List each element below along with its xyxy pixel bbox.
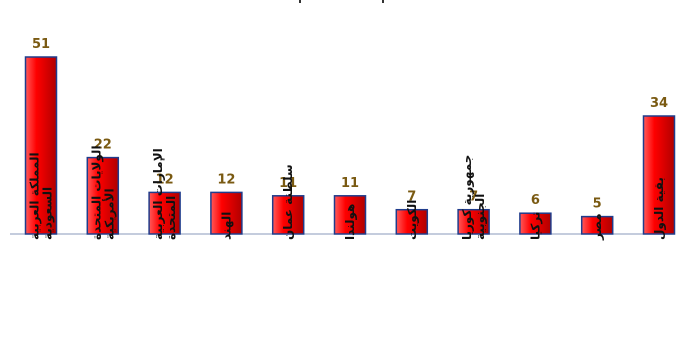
category-label-8: تركيا xyxy=(528,212,542,240)
category-label-9: مصر xyxy=(590,213,604,241)
value-label-9: 5 xyxy=(593,197,602,212)
value-label-4: 11 xyxy=(279,176,297,191)
value-label-3: 12 xyxy=(217,172,235,187)
value-label-8: 6 xyxy=(531,193,540,208)
category-label-5: هولندا xyxy=(343,204,358,240)
bar-2 xyxy=(148,191,181,235)
category-label-10: بقية الدول xyxy=(652,177,667,240)
value-label-2: 12 xyxy=(156,172,174,187)
category-label-6: الكويت xyxy=(405,200,420,240)
category-label-1: الولايات المتحدةالأمريكية xyxy=(89,145,116,240)
bar-10 xyxy=(642,115,676,235)
value-labels-layer: 51 22 12 12 11 11 7 7 6 5 34 xyxy=(32,37,668,212)
value-label-0: 51 xyxy=(32,37,50,52)
bars-layer xyxy=(24,56,676,235)
value-label-6: 7 xyxy=(407,190,416,205)
value-label-5: 11 xyxy=(341,176,359,191)
value-label-10: 34 xyxy=(650,96,668,111)
bar-8 xyxy=(519,212,552,235)
bar-7 xyxy=(457,208,490,235)
category-label-2: الإمارات العربيةالمتحدة xyxy=(151,148,178,240)
cropped-title-fragment xyxy=(299,0,384,3)
bar-5 xyxy=(333,195,367,235)
category-label-3: الهند xyxy=(219,212,233,240)
bar-3 xyxy=(210,191,243,235)
category-labels-layer: المملكة العربيةالسعودية الولايات المتحدةا… xyxy=(28,145,668,241)
bar-0 xyxy=(24,56,58,235)
bar-4 xyxy=(271,195,305,235)
bar-1 xyxy=(86,156,120,235)
value-label-1: 22 xyxy=(94,138,112,153)
category-label-7: جمهورية كورياالجنوبية xyxy=(460,155,488,240)
category-label-0: المملكة العربيةالسعودية xyxy=(28,152,56,240)
bar-6 xyxy=(395,208,429,235)
category-label-4: سلطنة عمان xyxy=(281,164,295,240)
bar-9 xyxy=(580,215,614,235)
value-label-7: 7 xyxy=(469,190,478,205)
